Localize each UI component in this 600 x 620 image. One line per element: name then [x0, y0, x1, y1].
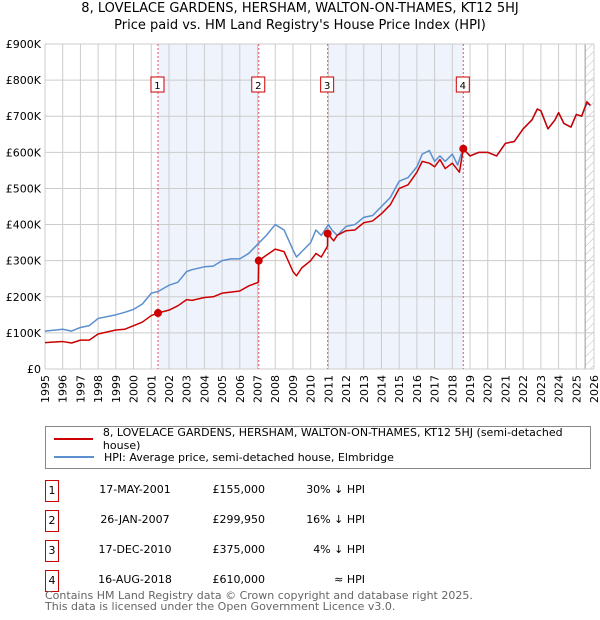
- shaded-band: [327, 44, 464, 369]
- x-tick-label: 2013: [358, 375, 371, 403]
- x-tick-label: 2001: [145, 375, 158, 403]
- y-tick-label: £0: [27, 363, 41, 376]
- x-tick-label: 2010: [305, 375, 318, 403]
- x-tick-label: 1998: [92, 375, 105, 403]
- sale-date: 17-DEC-2010: [98, 543, 172, 556]
- x-tick-label: 2011: [322, 375, 335, 403]
- x-tick-label: 1996: [57, 375, 70, 403]
- sale-marker-box: [320, 76, 335, 93]
- x-tick-label: 2020: [482, 375, 495, 403]
- sale-number-badge: 2: [45, 510, 59, 532]
- sale-price: £610,000: [212, 573, 266, 586]
- y-tick-label: £300K: [6, 255, 42, 268]
- plot-area: [45, 44, 594, 369]
- y-tick-label: £200K: [6, 291, 42, 304]
- sale-date: 17-MAY-2001: [99, 483, 171, 496]
- chart-subtitle: Price paid vs. HM Land Registry's House …: [114, 18, 486, 33]
- legend-item-hpi: HPI: Average price, semi-detached house,…: [54, 449, 394, 465]
- price-chart: 1995 1996 1997 1998 1999 2000 2001 2002 2003 2004…: [6, 38, 600, 403]
- footer-licence: This data is licensed under the Open Gov…: [45, 600, 396, 613]
- sale-number-badge: 3: [45, 540, 59, 562]
- x-tick-label: 2026: [588, 375, 600, 403]
- x-tick-label: 2025: [570, 375, 583, 403]
- y-tick-label: £600K: [6, 146, 42, 159]
- legend-label: 8, LOVELACE GARDENS, HERSHAM, WALTON-ON-…: [102, 426, 563, 452]
- x-tick-label: 2000: [128, 375, 141, 403]
- sale-marker-label: 2: [255, 81, 261, 92]
- x-tick-label: 1999: [110, 375, 123, 403]
- chart-title: 8, LOVELACE GARDENS, HERSHAM, WALTON-ON-…: [81, 1, 519, 16]
- x-tick-label: 2024: [553, 375, 566, 403]
- legend-item-property: 8, LOVELACE GARDENS, HERSHAM, WALTON-ON-…: [54, 426, 590, 452]
- footer-copyright: Contains HM Land Registry data © Crown c…: [45, 589, 473, 602]
- sale-point: [459, 144, 468, 153]
- x-tick-label: 2008: [269, 375, 282, 403]
- sale-marker-label: 4: [460, 81, 466, 92]
- sale-marker-box: [251, 76, 266, 93]
- sale-marker-label: 3: [324, 81, 330, 92]
- x-tick-label: 2009: [287, 375, 300, 403]
- y-tick-label: £700K: [6, 110, 42, 123]
- x-tick-label: 2018: [446, 375, 459, 403]
- x-tick-label: 2005: [216, 375, 229, 403]
- x-tick-label: 2004: [198, 375, 211, 403]
- x-tick-label: 2016: [411, 375, 424, 403]
- legend-swatch-red: [54, 438, 93, 440]
- sale-date: 16-AUG-2018: [98, 573, 172, 586]
- y-tick-label: £800K: [6, 74, 42, 87]
- forecast-hatch: [585, 44, 594, 369]
- sale-price: £155,000: [212, 483, 266, 496]
- sale-vs-hpi: 4% ↓ HPI: [313, 543, 365, 556]
- x-tick-label: 1995: [39, 375, 52, 403]
- x-tick-label: 2015: [393, 375, 406, 403]
- x-tick-label: 2023: [535, 375, 548, 403]
- sale-vs-hpi: 30% ↓ HPI: [306, 483, 365, 496]
- y-tick-label: £100K: [6, 327, 42, 340]
- sale-marker-box: [150, 76, 165, 93]
- sale-number-badge: 1: [45, 480, 59, 502]
- x-tick-label: 2021: [499, 375, 512, 403]
- sale-marker-label: 1: [154, 81, 160, 92]
- sale-point: [153, 309, 162, 318]
- sale-price: £375,000: [212, 543, 266, 556]
- sale-point: [323, 229, 332, 238]
- sale-point: [254, 256, 263, 265]
- sale-date: 26-JAN-2007: [100, 513, 170, 526]
- x-tick-label: 1997: [74, 375, 87, 403]
- price-paid-line: [44, 101, 591, 344]
- x-tick-label: 2002: [163, 375, 176, 403]
- sale-number-badge: 4: [45, 570, 59, 592]
- x-tick-label: 2019: [464, 375, 477, 403]
- shaded-band: [157, 44, 259, 369]
- x-tick-label: 2012: [340, 375, 353, 403]
- x-tick-label: 2007: [252, 375, 265, 403]
- legend-label: HPI: Average price, semi-detached house,…: [104, 450, 394, 464]
- sale-marker-box: [455, 76, 470, 93]
- x-tick-label: 2022: [517, 375, 530, 403]
- x-tick-label: 2006: [234, 375, 247, 403]
- y-tick-label: £500K: [6, 182, 42, 195]
- sale-vs-hpi: ≈ HPI: [334, 573, 365, 586]
- legend-swatch-blue: [54, 456, 94, 458]
- x-tick-label: 2014: [375, 375, 388, 403]
- y-tick-label: £900K: [6, 38, 42, 51]
- footer: Contains HM Land Registry data © Crown c…: [45, 590, 473, 612]
- sale-price: £299,950: [212, 513, 266, 526]
- legend: 8, LOVELACE GARDENS, HERSHAM, WALTON-ON-…: [45, 426, 591, 469]
- x-tick-label: 2003: [181, 375, 194, 403]
- x-tick-label: 2017: [429, 375, 442, 403]
- y-tick-label: £400K: [6, 219, 42, 232]
- sale-vs-hpi: 16% ↓ HPI: [306, 513, 365, 526]
